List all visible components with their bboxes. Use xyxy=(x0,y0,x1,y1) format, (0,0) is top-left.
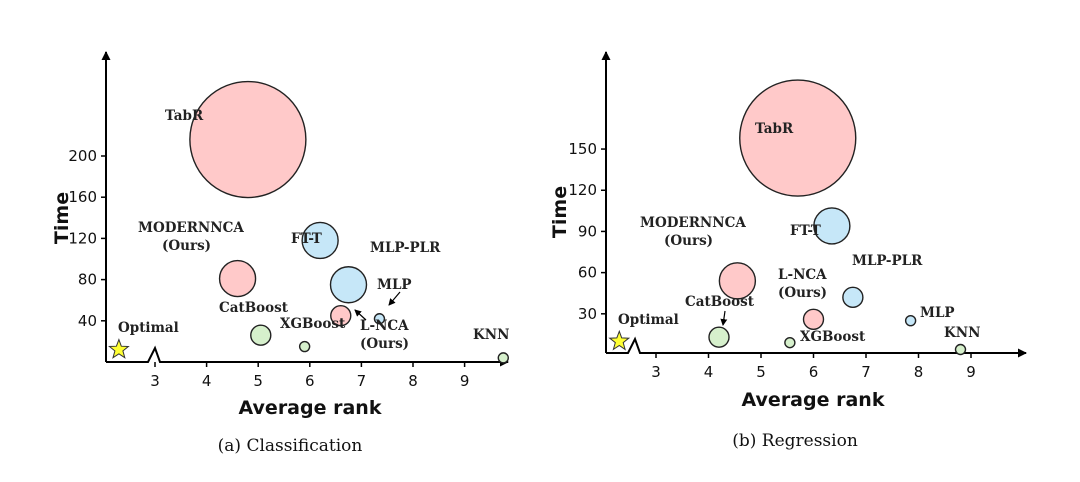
x-tick-label-a-7: 7 xyxy=(357,372,367,390)
y-tick-label-a-160: 160 xyxy=(68,188,97,206)
ticks-b: 3 4 5 6 7 8 9 30 60 90 120 150 xyxy=(568,140,975,381)
point-a-mlp-plr xyxy=(329,266,368,304)
label-b-lnca: L-NCA xyxy=(778,267,827,283)
y-tick-label-a-200: 200 xyxy=(68,147,97,165)
x-tick-label-a-9: 9 xyxy=(460,372,470,390)
x-tick-label-b-4: 4 xyxy=(704,363,714,381)
y-tick-label-a-120: 120 xyxy=(68,229,97,247)
x-tick-label-a-4: 4 xyxy=(202,372,212,390)
y-tick-label-b-150: 150 xyxy=(568,140,597,158)
pointer-b-catboost xyxy=(720,310,728,326)
point-a-catboost xyxy=(250,324,272,346)
label-b-knn: KNN xyxy=(944,325,980,341)
pointer-a-lnca xyxy=(354,309,367,321)
y-tick-label-a-80: 80 xyxy=(78,271,97,289)
point-a-xgboost xyxy=(298,340,311,353)
point-b-catboost xyxy=(708,326,730,348)
label-a-lnca-ours: (Ours) xyxy=(360,336,409,352)
point-b-mlp xyxy=(904,314,917,327)
point-b-ft-t xyxy=(813,207,851,245)
point-a-l-nca-ours xyxy=(330,304,352,327)
caption-b: (b) Regression xyxy=(732,431,858,451)
x-axis-a xyxy=(106,345,509,367)
label-a-lnca: L-NCA xyxy=(360,318,409,334)
x-tick-label-b-3: 3 xyxy=(651,363,661,381)
x-axis-b xyxy=(606,336,1027,358)
label-b-ftt: FT-T xyxy=(790,223,821,239)
point-b-knn xyxy=(954,343,967,356)
panel-regression: 3 4 5 6 7 8 9 30 60 90 120 150 TabR MODERNNCA (Ours… xyxy=(549,51,1027,451)
label-a-ftt: FT-T xyxy=(291,231,322,247)
bubbles-a xyxy=(108,80,509,364)
label-b-catboost: CatBoost xyxy=(685,294,755,310)
y-axis-label-b: Time xyxy=(549,186,571,238)
label-a-modernnca: MODERNNCA xyxy=(138,220,244,236)
x-axis-label-a: Average rank xyxy=(239,397,382,419)
point-b-xgboost xyxy=(784,336,796,349)
point-b-tabr xyxy=(739,79,857,197)
label-b-modernnca: MODERNNCA xyxy=(640,215,746,231)
label-b-tabr: TabR xyxy=(755,121,794,137)
x-tick-label-b-5: 5 xyxy=(756,363,766,381)
label-a-modernnca-ours: (Ours) xyxy=(162,238,211,254)
point-b-l-nca-ours xyxy=(802,308,825,331)
label-a-mlpplr: MLP-PLR xyxy=(370,240,441,256)
label-a-catboost: CatBoost xyxy=(219,300,289,316)
y-tick-label-b-60: 60 xyxy=(578,264,597,282)
point-a-optimal xyxy=(108,338,130,359)
label-b-mlpplr: MLP-PLR xyxy=(852,253,923,269)
x-tick-label-b-8: 8 xyxy=(914,363,924,381)
label-b-xgboost: XGBoost xyxy=(800,329,866,345)
x-tick-label-b-9: 9 xyxy=(966,363,976,381)
x-tick-label-a-6: 6 xyxy=(305,372,315,390)
point-a-ft-t xyxy=(301,221,339,260)
x-tick-label-b-7: 7 xyxy=(861,363,871,381)
label-a-tabr: TabR xyxy=(165,108,204,124)
point-b-mlp-plr xyxy=(842,286,864,309)
y-tick-label-b-90: 90 xyxy=(578,222,597,240)
point-a-modernnca-ours xyxy=(218,259,257,298)
bubbles-b xyxy=(608,79,967,356)
y-tick-label-b-120: 120 xyxy=(568,181,597,199)
x-tick-label-a-3: 3 xyxy=(150,372,160,390)
x-axis-label-b: Average rank xyxy=(742,389,885,411)
point-b-optimal xyxy=(608,329,631,351)
y-tick-label-a-40: 40 xyxy=(78,312,97,330)
point-a-knn xyxy=(497,352,509,364)
label-a-optimal: Optimal xyxy=(118,320,179,336)
point-b-modernnca-ours xyxy=(718,262,757,300)
ticks-a: 3 4 5 6 7 8 9 40 80 120 160 200 xyxy=(68,147,469,390)
panel-classification: 3 4 5 6 7 8 9 40 80 120 160 200 TabR MODERNNCA (Our… xyxy=(51,51,509,456)
pointer-a-mlp xyxy=(388,291,401,306)
label-b-optimal: Optimal xyxy=(618,312,679,328)
label-a-xgboost: XGBoost xyxy=(280,316,346,332)
label-b-mlp: MLP xyxy=(920,305,955,321)
caption-a: (a) Classification xyxy=(218,436,363,456)
x-tick-label-a-5: 5 xyxy=(253,372,263,390)
label-a-knn: KNN xyxy=(473,327,509,343)
point-a-tabr xyxy=(189,80,307,199)
y-tick-label-b-30: 30 xyxy=(578,305,597,323)
point-a-mlp xyxy=(373,313,386,325)
label-a-mlp: MLP xyxy=(377,277,412,293)
x-tick-label-a-8: 8 xyxy=(408,372,418,390)
label-b-modernnca-ours: (Ours) xyxy=(664,233,713,249)
x-tick-label-b-6: 6 xyxy=(809,363,819,381)
label-b-lnca-ours: (Ours) xyxy=(778,285,827,301)
y-axis-label-a: Time xyxy=(51,192,73,244)
